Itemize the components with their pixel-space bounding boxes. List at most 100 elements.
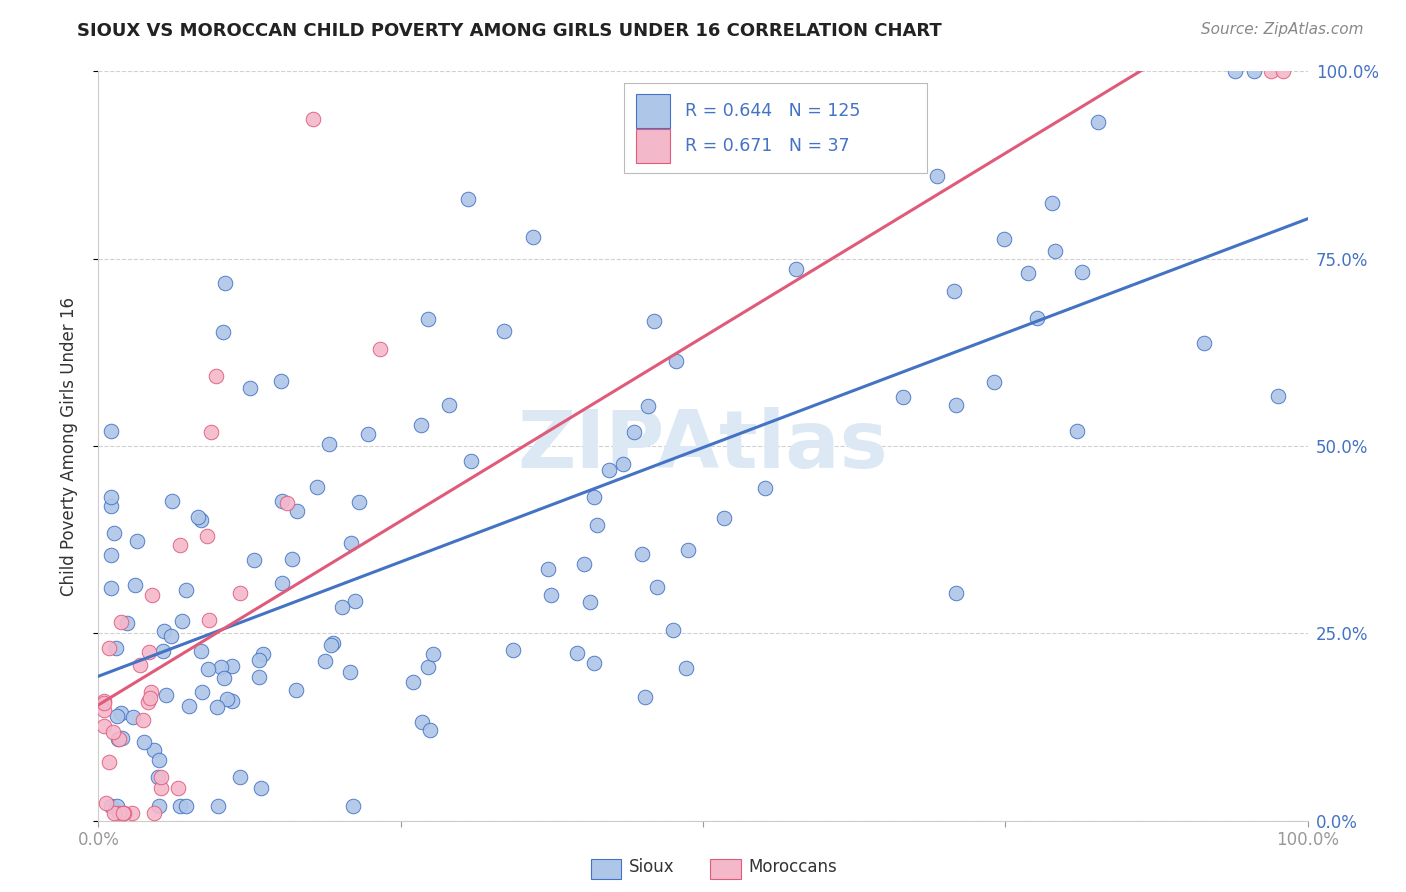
Point: [132, 713, 155, 727]
Point: [402, 675, 425, 690]
Text: Sioux: Sioux: [628, 858, 673, 876]
Point: [1066, 424, 1088, 438]
Point: [138, 645, 160, 659]
Point: [121, 806, 143, 821]
Point: [437, 398, 460, 412]
Point: [411, 714, 433, 729]
Point: [221, 694, 243, 708]
Text: Source: ZipAtlas.com: Source: ZipAtlas.com: [1201, 22, 1364, 37]
Point: [1267, 389, 1289, 403]
Point: [983, 375, 1005, 389]
Point: [1017, 266, 1039, 280]
Point: [943, 284, 966, 298]
Point: [637, 400, 659, 414]
Point: [502, 643, 524, 657]
Point: [633, 690, 655, 704]
Point: [148, 754, 170, 768]
Point: [110, 706, 132, 720]
Point: [645, 580, 668, 594]
Point: [169, 538, 191, 552]
Point: [209, 660, 232, 674]
Point: [322, 636, 344, 650]
Point: [190, 513, 212, 527]
Point: [100, 491, 122, 505]
Point: [150, 770, 173, 784]
Point: [1026, 311, 1049, 326]
Point: [419, 723, 441, 737]
Point: [418, 312, 440, 326]
Point: [579, 595, 602, 609]
Point: [149, 780, 172, 795]
Point: [945, 586, 967, 600]
Point: [1192, 335, 1215, 350]
Point: [111, 806, 134, 821]
Point: [623, 425, 645, 439]
Point: [643, 313, 665, 327]
Point: [111, 731, 134, 745]
Point: [598, 463, 620, 477]
Point: [155, 688, 177, 702]
Point: [100, 798, 122, 813]
Point: [411, 417, 433, 432]
Point: [97, 755, 120, 769]
Point: [103, 526, 125, 541]
Point: [200, 425, 222, 439]
Point: [330, 600, 353, 615]
Point: [207, 700, 229, 714]
Point: [252, 647, 274, 661]
Point: [153, 624, 176, 638]
Point: [318, 436, 340, 450]
Point: [250, 780, 273, 795]
FancyBboxPatch shape: [637, 95, 671, 128]
Point: [105, 709, 128, 723]
Point: [247, 669, 270, 683]
Point: [169, 798, 191, 813]
Point: [195, 528, 218, 542]
Point: [319, 638, 342, 652]
Point: [574, 557, 596, 571]
Point: [105, 798, 128, 813]
Y-axis label: Child Poverty Among Girls Under 16: Child Poverty Among Girls Under 16: [59, 296, 77, 596]
Point: [100, 499, 122, 513]
Point: [179, 699, 201, 714]
Point: [98, 640, 121, 655]
Point: [112, 806, 135, 821]
Point: [100, 424, 122, 438]
Point: [243, 553, 266, 567]
Point: [94, 796, 117, 810]
Point: [457, 192, 479, 206]
Point: [221, 658, 243, 673]
Point: [631, 547, 654, 561]
Point: [287, 504, 309, 518]
Point: [662, 624, 685, 638]
Point: [368, 342, 391, 356]
Point: [1040, 195, 1063, 210]
Point: [190, 644, 212, 658]
Point: [586, 518, 609, 533]
Point: [1272, 64, 1295, 78]
Point: [229, 770, 252, 784]
Point: [214, 276, 236, 290]
Point: [342, 798, 364, 813]
Text: SIOUX VS MOROCCAN CHILD POVERTY AMONG GIRLS UNDER 16 CORRELATION CHART: SIOUX VS MOROCCAN CHILD POVERTY AMONG GI…: [77, 22, 942, 40]
Point: [418, 660, 440, 674]
Point: [107, 732, 129, 747]
Point: [492, 324, 515, 338]
Point: [1045, 244, 1067, 258]
Point: [422, 647, 444, 661]
Point: [785, 261, 807, 276]
FancyBboxPatch shape: [624, 83, 927, 172]
Point: [167, 780, 190, 795]
Point: [205, 369, 228, 384]
Point: [174, 583, 197, 598]
Point: [187, 510, 209, 524]
Point: [347, 494, 370, 508]
Point: [217, 692, 239, 706]
Point: [138, 691, 160, 706]
Point: [141, 588, 163, 602]
Point: [100, 548, 122, 562]
Point: [540, 588, 562, 602]
Point: [152, 644, 174, 658]
Point: [142, 806, 165, 821]
Point: [582, 490, 605, 504]
